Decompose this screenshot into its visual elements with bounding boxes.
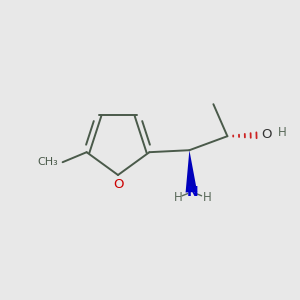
Text: O: O bbox=[113, 178, 123, 190]
Text: H: H bbox=[278, 126, 287, 139]
Text: CH₃: CH₃ bbox=[38, 157, 58, 167]
Text: H: H bbox=[174, 191, 183, 204]
Text: N: N bbox=[187, 185, 198, 199]
Polygon shape bbox=[186, 150, 197, 193]
Text: H: H bbox=[203, 191, 212, 204]
Text: O: O bbox=[261, 128, 272, 141]
